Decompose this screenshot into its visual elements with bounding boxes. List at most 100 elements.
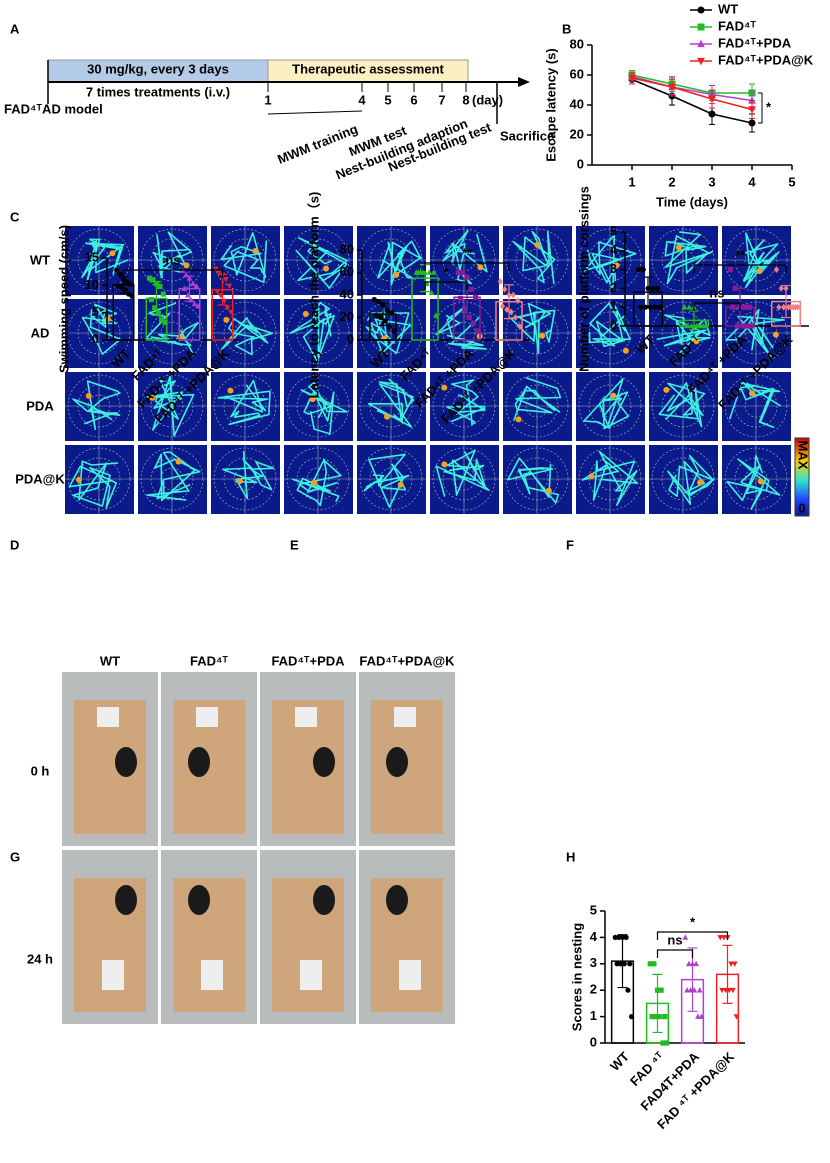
hot-spot: [441, 384, 448, 391]
panel-letter: A: [10, 21, 20, 36]
hot-spot: [397, 481, 404, 488]
data-point: [732, 285, 738, 291]
data-point: [656, 1014, 662, 1020]
data-point: [721, 935, 727, 941]
swim-path: [220, 232, 268, 283]
data-point: [744, 323, 750, 329]
legend-label: FAD⁴ᵀ+PDA@K: [718, 52, 814, 67]
data-point: [424, 280, 430, 287]
data-point: [654, 285, 661, 291]
data-point: [378, 314, 384, 321]
significance-bracket: [758, 92, 763, 124]
hot-spot: [693, 338, 700, 345]
data-point: [389, 310, 395, 316]
data-point: [693, 960, 699, 967]
data-point: [698, 322, 704, 329]
nestlet: [399, 960, 421, 990]
x-tick-label: WT: [607, 1049, 632, 1074]
swim-path: [446, 379, 486, 426]
data-point: [186, 275, 193, 281]
swim-path: [300, 381, 348, 435]
hot-spot: [149, 394, 156, 401]
hot-spot: [539, 332, 546, 339]
data-point: [682, 934, 689, 940]
column-label: FAD⁴ᵀ+PDA@K: [359, 653, 455, 668]
data-point: [773, 266, 780, 273]
mouse: [188, 747, 210, 777]
x-tick-label: 3: [708, 174, 715, 189]
hot-spot: [252, 248, 259, 255]
swim-path: [152, 231, 192, 279]
hot-spot: [441, 461, 448, 468]
swim-path: [377, 240, 423, 286]
data-point: [728, 961, 734, 967]
y-tick-label: 40: [570, 96, 584, 111]
data-point: [708, 110, 716, 118]
data-point: [749, 323, 755, 329]
swim-path: [507, 457, 560, 504]
data-point: [653, 1014, 659, 1020]
y-tick-label: 5: [610, 223, 617, 238]
arrow-head: [518, 77, 530, 87]
data-point: [216, 269, 222, 276]
data-point: [120, 276, 127, 282]
data-point: [628, 74, 636, 83]
day-label: 7: [438, 92, 445, 107]
y-tick-label: 0: [590, 1034, 597, 1049]
data-point: [157, 283, 163, 290]
y-tick-label: 60: [340, 264, 354, 279]
legend-label: FAD⁴ᵀ: [718, 18, 756, 33]
series-line: [631, 78, 753, 124]
row-label: PDA: [26, 398, 54, 413]
y-tick-label: 2: [610, 280, 617, 295]
data-point: [517, 323, 523, 330]
day-label: 8: [462, 92, 469, 107]
data-point: [663, 1040, 670, 1046]
annotation: *: [766, 99, 772, 114]
data-point: [512, 314, 519, 321]
model-text: FAD⁴ᵀAD model: [4, 101, 103, 116]
swim-path: [81, 238, 129, 283]
data-point: [695, 1013, 701, 1019]
data-point: [228, 309, 234, 316]
data-point: [627, 961, 633, 967]
mouse: [313, 747, 335, 777]
data-point: [668, 83, 676, 92]
data-point: [662, 1014, 668, 1020]
data-point: [651, 961, 657, 967]
data-point: [122, 287, 128, 293]
data-point: [616, 934, 622, 941]
day-label: 5: [384, 92, 391, 107]
panel-letter: H: [566, 849, 575, 864]
panel-letter: B: [562, 21, 571, 36]
data-point: [686, 304, 693, 310]
error-bar: [652, 973, 663, 1034]
significance-bracket: [656, 949, 694, 958]
y-tick-label: 5: [590, 902, 597, 917]
panel-letter: F: [566, 537, 574, 552]
row-label: 24 h: [27, 951, 53, 966]
day-label: 6: [410, 92, 417, 107]
swim-path: [295, 237, 348, 289]
data-point: [785, 303, 791, 311]
panel-letter: E: [290, 537, 299, 552]
data-point: [376, 299, 382, 305]
y-tick-label: 3: [590, 955, 597, 970]
y-tick-label: 0: [577, 156, 584, 171]
nestlet: [300, 960, 322, 990]
column-label: FAD⁴ᵀ+PDA: [271, 653, 345, 668]
data-point: [475, 328, 481, 334]
swim-path: [656, 314, 711, 354]
data-point: [184, 292, 191, 298]
heatmap-cell: [722, 372, 791, 441]
swim-path: [217, 379, 271, 426]
data-point: [473, 294, 479, 300]
data-point: [382, 318, 388, 324]
hot-spot: [622, 347, 629, 354]
training-line: [267, 110, 363, 115]
y-tick-label: 3: [610, 261, 617, 276]
y-tick-label: 4: [610, 242, 618, 257]
data-point: [719, 987, 725, 994]
data-point: [795, 303, 801, 311]
data-point: [647, 304, 653, 310]
